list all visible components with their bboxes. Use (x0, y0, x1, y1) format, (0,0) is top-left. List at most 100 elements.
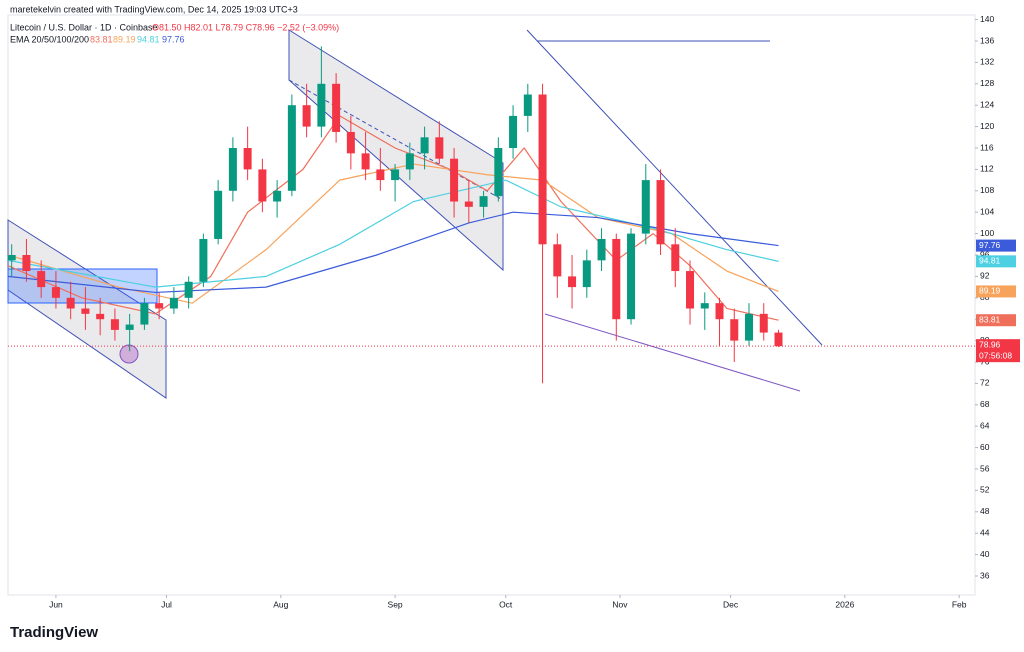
candle-body (538, 94, 547, 245)
candle-body (435, 137, 444, 159)
price-badge (976, 239, 1016, 252)
x-tick-label: Nov (612, 599, 628, 609)
candle-body (96, 313, 105, 320)
candle-body (155, 303, 164, 309)
candle-body (730, 319, 739, 341)
y-tick-label: 56 (980, 463, 990, 473)
candle-body (464, 201, 473, 207)
candle-body (641, 180, 650, 234)
x-tick-label: Dec (723, 599, 739, 609)
candle-body (745, 313, 754, 341)
price-badge (976, 339, 1020, 363)
candle-body (686, 271, 695, 309)
candle-body (317, 83, 326, 127)
candle-body (243, 148, 252, 170)
x-tick-label: 2026 (835, 599, 854, 609)
y-tick-label: 108 (980, 185, 994, 195)
candle-body (125, 324, 134, 330)
candle-body (7, 255, 16, 261)
marker-circle (119, 344, 139, 364)
x-tick-label: Jun (49, 599, 63, 609)
candle-body (273, 190, 282, 202)
y-tick-label: 68 (980, 399, 990, 409)
candle-body (346, 131, 355, 154)
price-badge-label: 89.19 (979, 286, 1001, 296)
candle-body (258, 169, 267, 202)
y-tick-label: 112 (980, 164, 994, 174)
candle-body (361, 153, 370, 170)
y-tick-label: 96 (980, 249, 990, 259)
ema-value: 97.76 (162, 34, 185, 44)
trend-line (526, 29, 823, 346)
candle-body (184, 281, 193, 298)
trend-line (544, 313, 801, 392)
y-tick-label: 104 (980, 206, 994, 216)
y-tick-label: 128 (980, 78, 994, 88)
range-box (7, 268, 158, 304)
candle-body (376, 169, 385, 181)
x-tick-label: Sep (388, 599, 403, 609)
x-tick-label: Feb (952, 599, 967, 609)
x-tick-label: Aug (273, 599, 288, 609)
candle-body (405, 153, 414, 170)
y-tick-label: 52 (980, 485, 990, 495)
candle-body (140, 303, 149, 325)
candle-body (81, 308, 90, 314)
ema-label: EMA 20/50/100/200 (10, 34, 89, 44)
x-tick-label: Jul (161, 599, 172, 609)
candle-body (22, 255, 31, 272)
candle-body (700, 303, 709, 309)
countdown: 07:56:08 (979, 350, 1012, 360)
candle-body (715, 303, 724, 320)
x-tick-label: Oct (499, 599, 513, 609)
y-tick-label: 36 (980, 570, 990, 580)
ohlc: O81.50 H82.01 L78.79 C78.96 −2.52 (−3.09… (152, 22, 339, 32)
y-tick-label: 72 (980, 378, 990, 388)
plot-frame (7, 14, 976, 596)
y-tick-label: 124 (980, 99, 994, 109)
candle-body (759, 313, 768, 333)
candle-body (110, 319, 119, 330)
price-badge-label: 94.81 (979, 256, 1001, 266)
price-badge-label: 97.76 (979, 240, 1001, 250)
credit: maretekelvin created with TradingView.co… (10, 4, 298, 14)
y-tick-label: 116 (980, 142, 994, 152)
y-tick-label: 40 (980, 549, 990, 559)
candle-body (774, 332, 783, 347)
candle-body (37, 271, 46, 288)
y-tick-label: 48 (980, 506, 990, 516)
price-badge (976, 255, 1016, 268)
ema-value: 89.19 (113, 34, 136, 44)
channel (288, 29, 504, 272)
price-badge (976, 314, 1016, 327)
price-badge-label: 78.96 (979, 339, 1001, 349)
candle-body (509, 115, 518, 149)
candle-body (627, 233, 636, 320)
candle-body (199, 238, 208, 282)
candle-body (287, 105, 296, 191)
candle-body (332, 83, 341, 132)
channel-mid (288, 79, 504, 201)
ema-value: 83.81 (90, 34, 113, 44)
y-tick-label: 44 (980, 527, 990, 537)
candle-body (169, 297, 178, 309)
candle-body (671, 244, 680, 272)
candle-body (494, 148, 503, 197)
y-tick-label: 60 (980, 442, 990, 452)
price-badge-label: 83.81 (979, 314, 1001, 324)
candle-body (214, 190, 223, 239)
price-badge (976, 285, 1016, 298)
candle-body (479, 196, 488, 207)
candle-body (450, 158, 459, 202)
candle-body (568, 276, 577, 288)
candle-body (51, 287, 60, 298)
y-tick-label: 92 (980, 271, 990, 281)
y-tick-label: 100 (980, 228, 994, 238)
ema-value: 94.81 (137, 34, 160, 44)
candle-body (391, 169, 400, 181)
candle-body (582, 260, 591, 288)
y-tick-label: 136 (980, 35, 994, 45)
candle-body (597, 238, 606, 261)
candle-body (420, 137, 429, 154)
